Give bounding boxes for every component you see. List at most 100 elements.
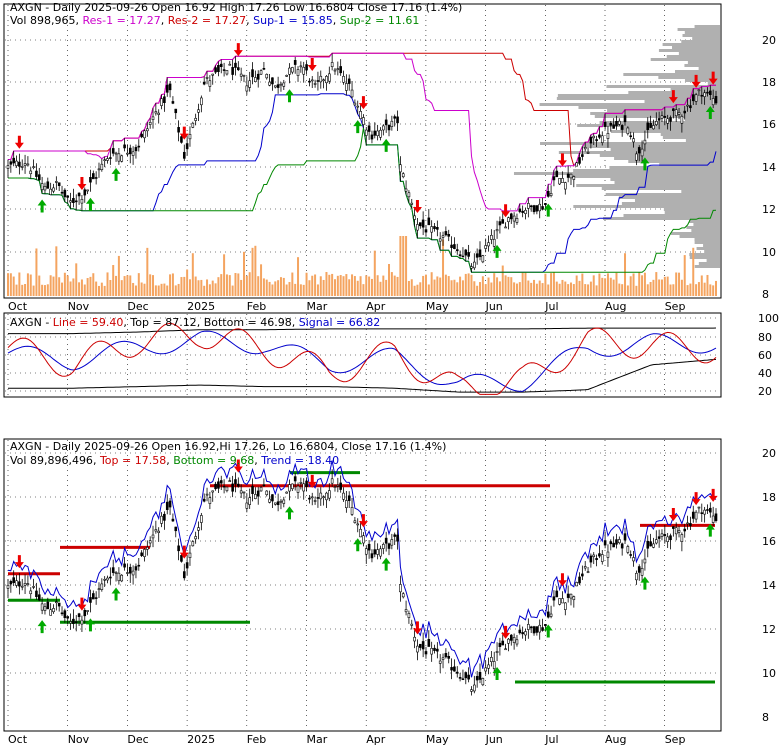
- y-axis-labels: 20 18 16 14 12 10 8 100 80 60 40 20 20 18 16 14 12 10 8: [758, 34, 779, 724]
- candle-body: [285, 491, 288, 494]
- candle-body: [450, 244, 453, 248]
- candle-body: [339, 66, 342, 74]
- candle-body: [703, 509, 706, 515]
- volume-bar: [268, 281, 271, 296]
- volume-bar: [524, 272, 527, 296]
- candle-body: [148, 540, 152, 544]
- candle-body: [109, 157, 112, 159]
- candle-body: [18, 161, 21, 167]
- candle-body: [635, 153, 638, 161]
- buy-arrow: [353, 538, 363, 552]
- candle-body: [217, 481, 220, 489]
- x-tick-label: Aug: [605, 300, 626, 313]
- trend-legend: Vol 89,896,496, Top = 17.58, Bottom = 9.…: [10, 454, 339, 467]
- candle-body: [453, 666, 456, 672]
- volume-bar: [533, 279, 536, 296]
- candle-body: [487, 664, 490, 669]
- candle-body: [535, 626, 539, 633]
- candle-body: [131, 570, 135, 576]
- candle-body: [691, 94, 695, 102]
- candle-body: [564, 602, 567, 610]
- buy-arrow: [640, 157, 650, 171]
- candle-body: [342, 76, 345, 83]
- volume-bar: [442, 239, 445, 296]
- volume-profile-bar: [662, 136, 720, 139]
- x-tick-label: Feb: [247, 733, 266, 745]
- volume-bar: [32, 285, 35, 296]
- candle-body: [12, 157, 15, 164]
- volume-bar: [143, 283, 146, 296]
- candle-body: [564, 182, 567, 190]
- candle-body: [350, 507, 354, 515]
- x-tick-label: Dec: [127, 300, 148, 313]
- price-indicator-lines: [8, 52, 717, 273]
- candle-body: [387, 543, 391, 549]
- candle-body: [578, 157, 581, 164]
- candle-body: [302, 483, 306, 492]
- x-tick-label: Feb: [247, 300, 266, 313]
- volume-bar: [220, 274, 223, 296]
- volume-bar: [521, 272, 524, 296]
- candle-body: [632, 557, 635, 562]
- volume-bar: [100, 282, 103, 296]
- volume-bar: [561, 279, 564, 296]
- volume-bar: [498, 281, 501, 296]
- candle-body: [228, 63, 232, 66]
- volume-profile-bar: [578, 106, 720, 109]
- buy-arrow: [37, 620, 47, 634]
- volume-bar: [410, 279, 413, 296]
- candle-body: [413, 215, 416, 220]
- candle-body: [336, 68, 340, 70]
- candle-body: [544, 624, 547, 627]
- volume-bar: [26, 273, 29, 296]
- candle-body: [103, 159, 106, 162]
- volume-bar: [697, 282, 700, 296]
- sell-arrow: [14, 135, 24, 149]
- candle-body: [171, 518, 175, 522]
- candle-body: [194, 117, 197, 121]
- candle-body: [143, 549, 146, 557]
- volume-profile-bar: [599, 121, 720, 124]
- candle-body: [652, 543, 655, 548]
- volume-bar: [237, 273, 240, 296]
- candle-body: [265, 73, 269, 79]
- candle-body: [373, 549, 377, 555]
- candle-body: [473, 261, 476, 269]
- candle-body: [285, 75, 288, 77]
- volume-bar: [567, 284, 570, 296]
- x-tick-label: Dec: [127, 733, 148, 745]
- trend-candles: [6, 469, 718, 696]
- candle-body: [618, 120, 621, 125]
- candle-body: [225, 486, 229, 492]
- candle-body: [598, 134, 601, 138]
- volume-bar: [41, 284, 44, 296]
- volume-bar: [75, 263, 78, 296]
- volume-bar: [686, 285, 689, 296]
- volume-bar: [328, 274, 331, 296]
- candle-body: [390, 120, 394, 128]
- trend-top-label: Top = 17.58: [99, 454, 166, 467]
- buy-arrow: [492, 667, 502, 681]
- res1-label: Res-1 = 17.27: [82, 14, 160, 27]
- trend-grid: [5, 440, 720, 730]
- candle-body: [26, 583, 30, 586]
- osc-top-label: Top = 87.12: [129, 316, 196, 329]
- volume-bar: [345, 274, 348, 296]
- candle-body: [103, 578, 106, 581]
- candle-body: [63, 189, 67, 198]
- x-tick-label: Sep: [665, 733, 686, 745]
- candle-body: [470, 689, 473, 692]
- candle-body: [336, 484, 340, 487]
- candle-body: [6, 584, 10, 589]
- candle-body: [384, 119, 388, 126]
- volume-bar: [29, 274, 32, 296]
- candle-body: [706, 91, 709, 94]
- candle-body: [217, 64, 220, 72]
- candle-body: [399, 164, 402, 173]
- volume-bar: [641, 275, 644, 296]
- candle-body: [296, 485, 300, 493]
- buy-arrow: [705, 106, 715, 120]
- volume-bar: [180, 277, 183, 296]
- candle-body: [242, 491, 246, 494]
